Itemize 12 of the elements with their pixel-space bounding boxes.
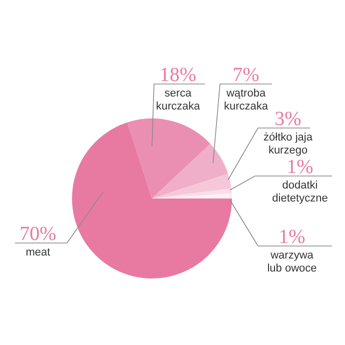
data-label: 3% [274, 108, 302, 130]
slice-label: serca kurczaka [156, 88, 201, 113]
data-label: 1% [278, 226, 306, 248]
data-label: 18% [160, 64, 196, 86]
data-label: 7% [232, 64, 260, 86]
data-label: 70% [20, 223, 56, 245]
slice-label: dodatki dietetyczne [272, 180, 328, 205]
data-label: 1% [286, 156, 314, 178]
slice-label: meat [26, 246, 50, 259]
slice-label: żółtko jaja kurzego [264, 132, 314, 157]
slice-label: wątroba kurczaka [224, 88, 269, 113]
slice-label: warzywa lub owoce [267, 250, 317, 275]
